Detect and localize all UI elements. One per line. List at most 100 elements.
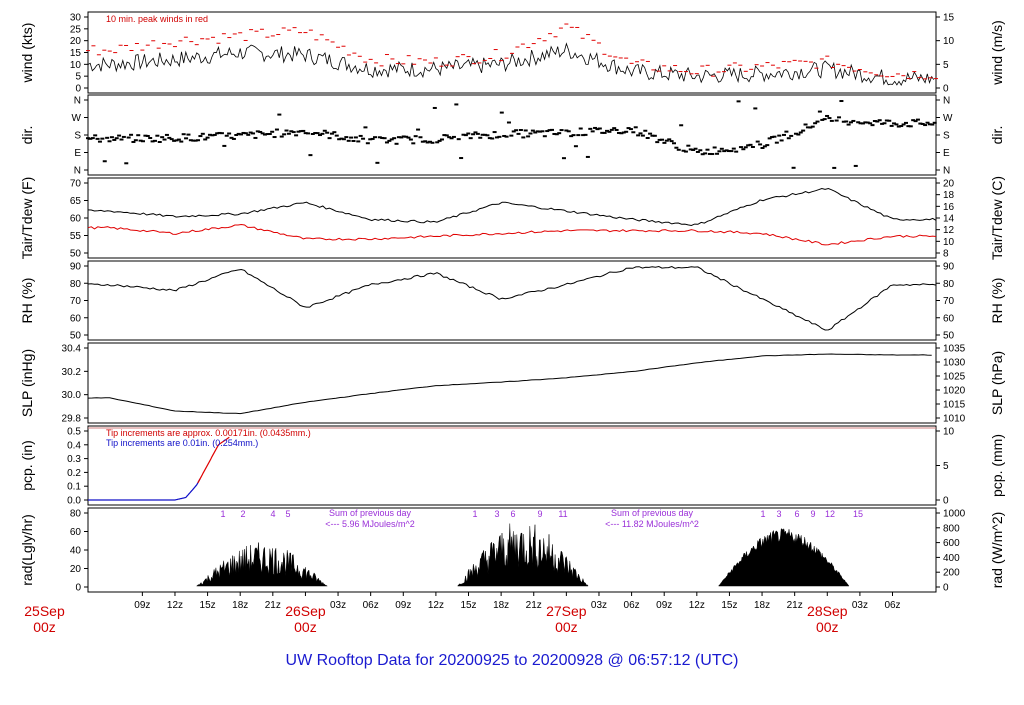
rad-right-tick-label: 600	[943, 538, 960, 549]
uv-index-label: 6	[794, 509, 799, 519]
dir-right-tick-label: N	[943, 166, 950, 177]
dir-left-axis-label: dir.	[19, 126, 35, 145]
slp-right-tick-label: 1035	[943, 344, 966, 355]
day-label-date: 27Sep	[546, 603, 587, 619]
x-tick-label: 09z	[656, 600, 672, 611]
pcp-left-tick-label: 0.0	[67, 496, 81, 507]
figure-title: UW Rooftop Data for 20200925 to 20200928…	[286, 652, 739, 669]
pcp-left-tick-label: 0.5	[67, 427, 81, 438]
x-tick-label: 15z	[200, 600, 216, 611]
x-tick-label: 12z	[167, 600, 183, 611]
temp-right-tick-label: 14	[943, 214, 955, 225]
dewpoint-line	[87, 223, 937, 246]
temp-right-tick-label: 8	[943, 249, 949, 260]
uv-index-label: 3	[776, 509, 781, 519]
panel-frame-temp	[87, 177, 937, 259]
x-tick-label: 12z	[689, 600, 705, 611]
rh-right-tick-label: 50	[943, 331, 955, 342]
temp-left-axis-label: Tair/Tdew (F)	[19, 177, 35, 259]
x-tick-label: 18z	[232, 600, 248, 611]
dir-left-tick-label: W	[72, 113, 82, 124]
pcp-left-tick-label: 0.3	[67, 454, 81, 465]
rh-right-tick-label: 80	[943, 279, 955, 290]
x-tick-label: 21z	[265, 600, 281, 611]
temp-right-tick-label: 12	[943, 225, 955, 236]
uv-index-label: 11	[558, 509, 567, 519]
radiation-sum2-value: <--- 11.82 MJoules/m^2	[605, 519, 699, 529]
wind-left-tick-label: 5	[75, 72, 81, 83]
pcp-right-tick-label: 5	[943, 461, 949, 472]
dir-right-axis-label: dir.	[989, 126, 1005, 145]
slp-left-tick-label: 30.0	[62, 390, 82, 401]
x-tick-label: 15z	[721, 600, 737, 611]
uv-index-label: 5	[285, 509, 290, 519]
pcp-right-tick-label: 10	[943, 427, 955, 438]
radiation-area-day1	[196, 542, 329, 587]
slp-left-tick-label: 30.4	[62, 344, 82, 355]
rad-left-tick-label: 0	[75, 583, 81, 594]
rh-left-tick-label: 90	[70, 262, 82, 273]
precip-line-red	[197, 436, 230, 484]
precip-line-blue	[88, 478, 201, 501]
x-tick-label: 09z	[395, 600, 411, 611]
wind-right-tick-label: 5	[943, 60, 949, 71]
uv-index-label: 4	[270, 509, 275, 519]
rad-left-tick-label: 60	[70, 527, 82, 538]
slp-right-axis-label: SLP (hPa)	[989, 351, 1005, 415]
dir-right-tick-label: W	[943, 113, 953, 124]
uv-index-label: 3	[494, 509, 499, 519]
wind-right-tick-label: 0	[943, 84, 949, 95]
temp-right-tick-label: 20	[943, 179, 955, 190]
uv-index-label: 9	[810, 509, 815, 519]
wind-right-tick-label: 15	[943, 13, 955, 24]
x-tick-label: 03z	[852, 600, 868, 611]
uv-index-label: 15	[853, 509, 863, 519]
slp-left-tick-label: 29.8	[62, 414, 82, 425]
rad-left-tick-label: 40	[70, 546, 82, 557]
relative-humidity-line	[87, 265, 937, 331]
pcp-right-axis-label: pcp. (mm)	[989, 434, 1005, 497]
precip-note-blue: Tip increments are 0.01in. (0.254mm.)	[106, 438, 258, 448]
rh-right-tick-label: 90	[943, 262, 955, 273]
x-tick-label: 09z	[134, 600, 150, 611]
temp-right-tick-label: 10	[943, 237, 955, 248]
x-tick-label: 06z	[884, 600, 900, 611]
dir-right-tick-label: S	[943, 131, 950, 142]
air-temperature-line	[87, 187, 937, 227]
radiation-sum2-title: Sum of previous day	[611, 508, 694, 518]
rh-left-axis-label: RH (%)	[19, 278, 35, 324]
slp-right-tick-label: 1025	[943, 372, 966, 383]
precip-note-red: Tip increments are approx. 0.00171in. (0…	[106, 428, 311, 438]
slp-left-axis-label: SLP (inHg)	[19, 349, 35, 417]
pcp-left-tick-label: 0.2	[67, 468, 81, 479]
rh-right-axis-label: RH (%)	[989, 278, 1005, 324]
slp-right-tick-label: 1020	[943, 386, 966, 397]
rad-right-tick-label: 0	[943, 583, 949, 594]
x-tick-label: 15z	[460, 600, 476, 611]
pcp-left-axis-label: pcp. (in)	[19, 440, 35, 491]
slp-left-tick-label: 30.2	[62, 367, 82, 378]
wind-left-tick-label: 25	[70, 24, 82, 35]
x-tick-label: 12z	[428, 600, 444, 611]
x-tick-label: 06z	[363, 600, 379, 611]
peak-wind-note: 10 min. peak winds in red	[106, 14, 208, 24]
rh-left-tick-label: 60	[70, 313, 82, 324]
rh-left-tick-label: 50	[70, 331, 82, 342]
temp-right-axis-label: Tair/Tdew (C)	[989, 176, 1005, 260]
wind-right-axis-label: wind (m/s)	[989, 20, 1005, 86]
rad-right-tick-label: 800	[943, 523, 960, 534]
uv-index-label: 1	[760, 509, 765, 519]
temp-left-tick-label: 50	[70, 249, 82, 260]
dir-left-tick-label: S	[74, 131, 81, 142]
temp-left-tick-label: 65	[70, 196, 82, 207]
radiation-area-day3	[718, 528, 850, 587]
rad-left-tick-label: 80	[70, 509, 82, 520]
x-tick-label: 18z	[754, 600, 770, 611]
rad-right-tick-label: 400	[943, 553, 960, 564]
temp-left-tick-label: 70	[70, 179, 82, 190]
dir-right-tick-label: E	[943, 148, 950, 159]
dir-left-tick-label: E	[74, 148, 81, 159]
wind-right-tick-label: 10	[943, 36, 955, 47]
